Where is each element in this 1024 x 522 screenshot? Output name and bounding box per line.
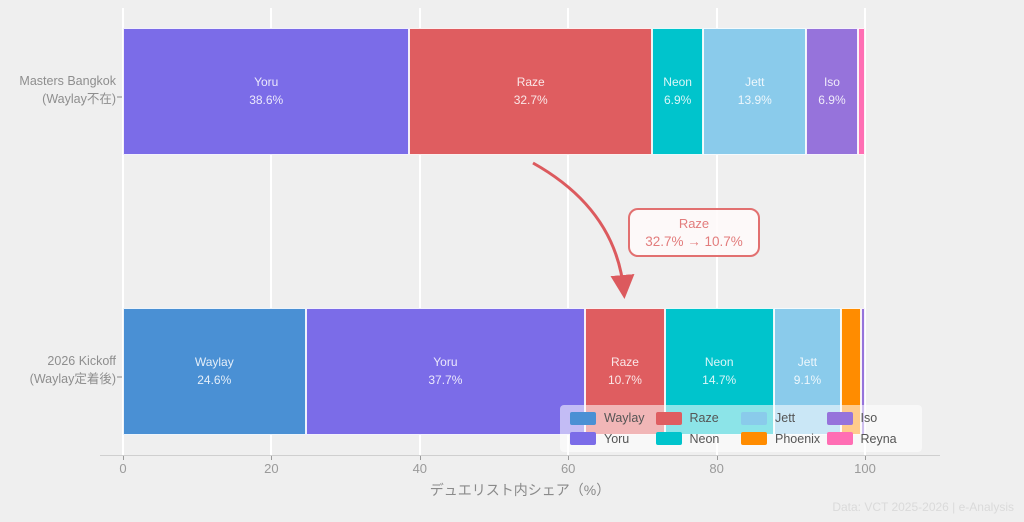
gridline-0 bbox=[122, 8, 124, 455]
legend-label: Iso bbox=[860, 411, 878, 426]
segment-label-name: Raze bbox=[516, 75, 545, 90]
gridline-60 bbox=[567, 8, 570, 455]
legend-swatch-icon bbox=[741, 432, 767, 446]
legend-label: Waylay bbox=[604, 411, 645, 426]
bar-segment-raze: Raze 32.7% bbox=[409, 28, 653, 155]
segment-label-name: Jett bbox=[745, 75, 765, 90]
y-tick-mark-1 bbox=[117, 375, 122, 378]
y-tick-mark-0 bbox=[117, 95, 122, 98]
segment-label-name: Neon bbox=[663, 75, 692, 90]
segment-label-percent: 24.6% bbox=[197, 372, 232, 387]
category-label-1: 2026 Kickoff (Waylay定着後) bbox=[0, 352, 116, 390]
bar-segment-yoru: Yoru 38.6% bbox=[123, 28, 410, 155]
x-tick-label-100: 100 bbox=[854, 461, 876, 476]
segment-label-percent: 6.9% bbox=[663, 92, 692, 107]
legend-label: Neon bbox=[689, 431, 720, 446]
legend: Waylay Yoru Raze Neon Jett Phoenix Iso Reyna bbox=[560, 405, 922, 452]
x-tick-mark-0 bbox=[123, 456, 124, 460]
category-label-line1: 2026 Kickoff bbox=[47, 353, 116, 368]
legend-swatch-icon bbox=[655, 432, 682, 446]
raze-change-annotation: Raze 32.7% → 10.7% bbox=[628, 208, 760, 257]
x-tick-label-60: 60 bbox=[560, 461, 576, 476]
legend-item-iso: Iso bbox=[826, 411, 913, 426]
category-label-line1: Masters Bangkok bbox=[19, 73, 116, 88]
segment-label-name: Jett bbox=[797, 355, 818, 370]
legend-label: Jett bbox=[775, 411, 796, 426]
legend-item-waylay: Waylay bbox=[570, 411, 656, 425]
x-tick-label-80: 80 bbox=[709, 461, 724, 476]
segment-label-name: Waylay bbox=[194, 355, 234, 370]
x-tick-mark-80 bbox=[716, 456, 718, 460]
segment-label-percent: 13.9% bbox=[737, 92, 772, 107]
segment-label-name: Yoru bbox=[433, 355, 458, 370]
segment-label-name: Yoru bbox=[254, 75, 279, 90]
x-axis-title: デュエリスト内シェア（%） bbox=[429, 482, 611, 498]
segment-label-percent: 37.7% bbox=[428, 372, 463, 387]
segment-label-name: Iso bbox=[823, 75, 840, 90]
segment-label-percent: 38.6% bbox=[249, 92, 284, 107]
legend-swatch-icon bbox=[570, 432, 596, 446]
legend-item-phoenix: Phoenix bbox=[741, 432, 827, 446]
legend-item-reyna: Reyna bbox=[826, 431, 913, 446]
legend-swatch-icon bbox=[741, 411, 767, 425]
category-label-line2: (Waylay不在) bbox=[42, 92, 116, 107]
bar-segment-reyna bbox=[857, 28, 865, 155]
legend-label: Reyna bbox=[860, 431, 897, 446]
gridline-20 bbox=[270, 8, 273, 455]
trend-arrow-icon bbox=[532, 161, 635, 299]
data-credit: Data: VCT 2025-2026 | e-Analysis bbox=[832, 500, 1014, 514]
x-tick-label-20: 20 bbox=[264, 461, 279, 476]
x-tick-mark-40 bbox=[419, 456, 421, 460]
x-tick-mark-100 bbox=[865, 456, 866, 460]
legend-label: Phoenix bbox=[775, 431, 821, 446]
legend-label: Yoru bbox=[604, 431, 630, 446]
legend-swatch-icon bbox=[655, 411, 682, 425]
legend-item-yoru: Yoru bbox=[570, 432, 656, 446]
x-tick-mark-20 bbox=[271, 456, 273, 460]
bar-segment-neon: Neon 6.9% bbox=[652, 28, 704, 155]
segment-label-percent: 9.1% bbox=[793, 372, 822, 387]
x-tick-label-40: 40 bbox=[412, 461, 428, 476]
x-tick-mark-60 bbox=[568, 456, 570, 460]
segment-label-percent: 10.7% bbox=[607, 372, 642, 387]
x-axis-line bbox=[100, 455, 940, 456]
category-label-line2: (Waylay定着後) bbox=[29, 372, 116, 387]
legend-swatch-icon bbox=[826, 411, 853, 425]
annotation-title: Raze bbox=[678, 216, 710, 231]
legend-item-neon: Neon bbox=[655, 431, 742, 446]
legend-item-jett: Jett bbox=[741, 411, 827, 425]
bar-segment-waylay: Waylay 24.6% bbox=[123, 308, 306, 435]
segment-label-percent: 6.9% bbox=[818, 92, 846, 107]
category-label-0: Masters Bangkok (Waylay不在) bbox=[0, 72, 116, 110]
legend-swatch-icon bbox=[570, 411, 596, 425]
annotation-text: 32.7% → 10.7% bbox=[645, 234, 743, 249]
legend-label: Raze bbox=[689, 411, 719, 426]
legend-swatch-icon bbox=[826, 432, 853, 446]
segment-label-name: Neon bbox=[704, 355, 734, 370]
bar-segment-iso: Iso 6.9% bbox=[806, 28, 858, 155]
x-tick-label-0: 0 bbox=[119, 461, 127, 476]
legend-item-raze: Raze bbox=[655, 411, 742, 426]
segment-label-name: Raze bbox=[610, 355, 639, 370]
segment-label-percent: 14.7% bbox=[702, 372, 737, 387]
bar-segment-jett: Jett 13.9% bbox=[703, 28, 807, 155]
segment-label-percent: 32.7% bbox=[513, 92, 548, 107]
gridline-100 bbox=[864, 8, 866, 455]
bar-segment-yoru: Yoru 37.7% bbox=[305, 308, 586, 435]
gridline-40 bbox=[418, 8, 421, 455]
